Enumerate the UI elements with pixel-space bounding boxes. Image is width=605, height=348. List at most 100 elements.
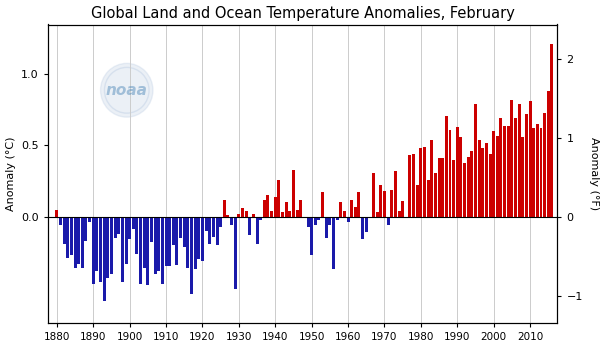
Bar [161,217,164,284]
Bar [310,217,313,255]
Bar [157,217,160,271]
Bar [430,140,433,217]
Bar [547,92,550,217]
Bar [172,217,175,245]
Bar [241,208,244,217]
Bar [270,211,273,217]
Bar [441,158,444,217]
Bar [85,217,88,241]
Bar [59,217,62,225]
Bar [74,217,77,268]
Bar [427,180,430,217]
Ellipse shape [100,63,153,117]
Y-axis label: Anomaly (°F): Anomaly (°F) [589,137,600,211]
Bar [500,118,502,217]
Bar [299,200,302,217]
Bar [197,217,200,259]
Bar [150,217,153,242]
Bar [168,217,171,267]
Bar [321,192,324,217]
Bar [437,158,440,217]
Bar [136,217,139,254]
Bar [329,217,332,225]
Bar [190,217,193,293]
Bar [481,148,484,217]
Bar [343,211,346,217]
Bar [445,116,448,217]
Bar [215,217,218,245]
Bar [146,217,149,285]
Bar [376,212,379,217]
Bar [67,217,70,258]
Bar [259,217,262,220]
Bar [183,217,186,246]
Bar [143,217,146,268]
Bar [154,217,157,274]
Bar [314,217,317,225]
Bar [408,156,411,217]
Bar [365,217,368,232]
Bar [394,171,397,217]
Bar [303,217,306,218]
Bar [99,217,102,282]
Bar [485,143,488,217]
Bar [88,217,91,222]
Bar [139,217,142,284]
Bar [383,191,386,217]
Bar [292,170,295,217]
Bar [416,185,419,217]
Text: noaa: noaa [106,83,148,98]
Bar [266,195,269,217]
Bar [368,217,371,218]
Bar [347,217,350,222]
Bar [175,217,178,265]
Bar [81,217,84,268]
Bar [114,217,117,238]
Bar [514,118,517,217]
Bar [230,217,233,225]
Bar [63,217,65,244]
Bar [274,197,276,217]
Bar [459,137,462,217]
Bar [372,173,375,217]
Bar [354,207,357,217]
Bar [350,200,353,217]
Bar [318,217,321,220]
Bar [179,217,182,238]
Y-axis label: Anomaly (°C): Anomaly (°C) [5,137,16,211]
Bar [525,114,528,217]
Bar [226,215,229,217]
Bar [92,217,95,284]
Bar [387,217,390,225]
Bar [511,100,514,217]
Bar [307,217,310,227]
Title: Global Land and Ocean Temperature Anomalies, February: Global Land and Ocean Temperature Anomal… [91,6,514,21]
Bar [336,217,339,220]
Bar [390,190,393,217]
Bar [121,217,124,282]
Bar [358,192,361,217]
Bar [296,209,299,217]
Bar [463,163,466,217]
Bar [529,101,532,217]
Bar [234,217,237,289]
Bar [70,217,73,255]
Bar [194,217,197,269]
Bar [165,217,168,267]
Bar [540,128,543,217]
Bar [325,217,328,238]
Bar [77,217,80,264]
Bar [536,124,539,217]
Bar [252,214,255,217]
Bar [244,211,247,217]
Bar [278,180,280,217]
Bar [248,217,251,235]
Bar [412,154,415,217]
Bar [204,217,208,231]
Bar [132,217,135,229]
Bar [361,217,364,239]
Bar [522,137,525,217]
Bar [339,203,342,217]
Bar [219,217,222,227]
Bar [492,131,495,217]
